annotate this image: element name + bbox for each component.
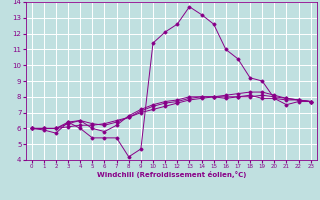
X-axis label: Windchill (Refroidissement éolien,°C): Windchill (Refroidissement éolien,°C) xyxy=(97,171,246,178)
